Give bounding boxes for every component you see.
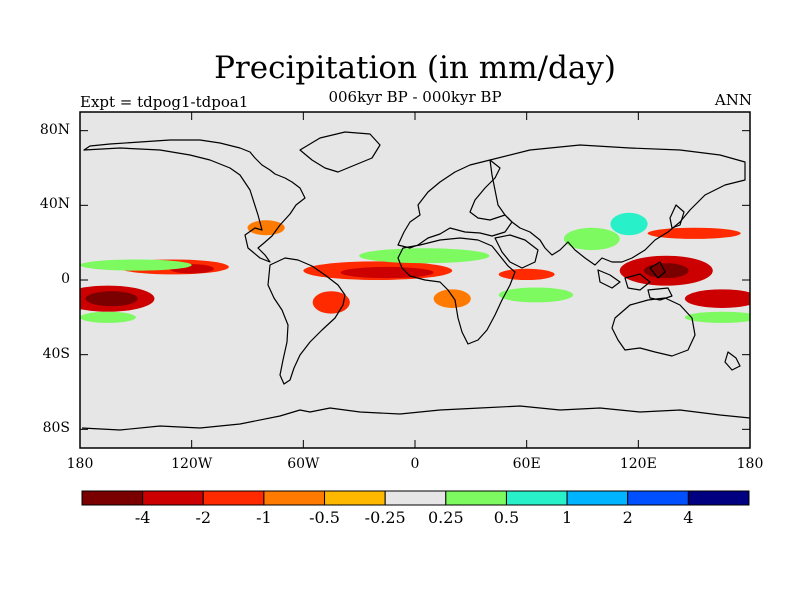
period-label: 006kyr BP - 000kyr BP (328, 88, 502, 106)
colorbar-label: 4 (683, 508, 694, 527)
colorbar-label: 0.25 (428, 508, 464, 527)
colorbar-swatch (202, 490, 265, 506)
colorbar-label: 0.5 (493, 508, 520, 527)
coastlines (81, 131, 750, 431)
colorbar-swatch (687, 490, 750, 506)
maritime-continent-coast (597, 261, 673, 301)
north-america-coast (83, 139, 306, 263)
colorbar-label: -4 (134, 508, 151, 527)
europe-coast (397, 159, 513, 249)
colorbar-swatch (142, 490, 204, 506)
map-title: Precipitation (in mm/day) (214, 50, 616, 86)
arabia-coast (494, 234, 539, 269)
antarctica-coast (81, 405, 750, 431)
anomaly-kuroshio-dry (647, 227, 741, 239)
anomaly-maritime-dry-core (643, 263, 689, 279)
y-tick-label: 80S (42, 420, 70, 437)
x-tick-label: 120W (171, 456, 213, 472)
anomaly-layer (80, 212, 750, 323)
greenland-coast (299, 131, 381, 173)
season-label: ANN (714, 91, 752, 109)
anomaly-south-pacific-wet (80, 311, 136, 323)
colorbar-swatch (566, 490, 629, 506)
colorbar-swatch (81, 490, 144, 506)
anomaly-sahel-wet (359, 248, 490, 264)
colorbar-swatch (505, 490, 568, 506)
anomaly-central-pacific-dry-core (85, 291, 138, 307)
japan-coast (669, 204, 685, 229)
south-america-coast (267, 257, 346, 385)
anomaly-sw-pacific-wet (684, 311, 750, 323)
anomaly-west-pacific-dry (684, 289, 750, 308)
x-tick-label: 60E (512, 456, 541, 472)
x-tick-label: 180 (66, 456, 94, 472)
colorbar-label: 2 (622, 508, 633, 527)
colorbar-label: -1 (256, 508, 272, 527)
anomaly-south-indian-wet (498, 287, 574, 303)
x-tick-label: 60W (287, 456, 320, 472)
anomaly-sahel-dry (433, 289, 471, 308)
colorbar-swatch (324, 490, 386, 506)
colorbar-label: 1 (561, 508, 573, 527)
anomaly-indian-ocean-dry (498, 268, 555, 280)
colorbar-label: -2 (195, 508, 212, 527)
colorbar-swatch (627, 490, 689, 506)
experiment-label: Expt = tdpog1-tdpoa1 (80, 93, 249, 111)
y-tick-label: 40S (42, 345, 70, 362)
y-tick-label: 0 (61, 271, 70, 287)
colorbar-swatch (445, 490, 507, 506)
anomaly-atlantic-itcz-dry-core (340, 266, 434, 279)
x-tick-label: 120E (619, 456, 657, 472)
colorbar-swatch (384, 490, 447, 506)
new-zealand-coast (724, 351, 741, 371)
y-tick-label: 40N (39, 196, 70, 213)
asia-coast (489, 144, 746, 266)
colorbar (81, 490, 750, 506)
latitude-ticks (80, 130, 750, 430)
anomaly-gulf-mexico-dry (247, 220, 285, 236)
anomaly-india-wet (563, 227, 620, 251)
colorbar-swatch (263, 490, 326, 506)
anomaly-china-wet (610, 212, 648, 236)
anomaly-east-pacific-wet (80, 259, 192, 271)
africa-coast (397, 237, 516, 345)
colorbar-label: -0.25 (364, 508, 406, 527)
longitude-ticks (79, 112, 751, 448)
y-tick-label: 80N (39, 121, 70, 138)
australia-coast (611, 297, 696, 357)
colorbar-label: -0.5 (309, 508, 340, 527)
x-tick-label: 0 (410, 456, 420, 472)
x-tick-label: 180 (736, 456, 764, 472)
